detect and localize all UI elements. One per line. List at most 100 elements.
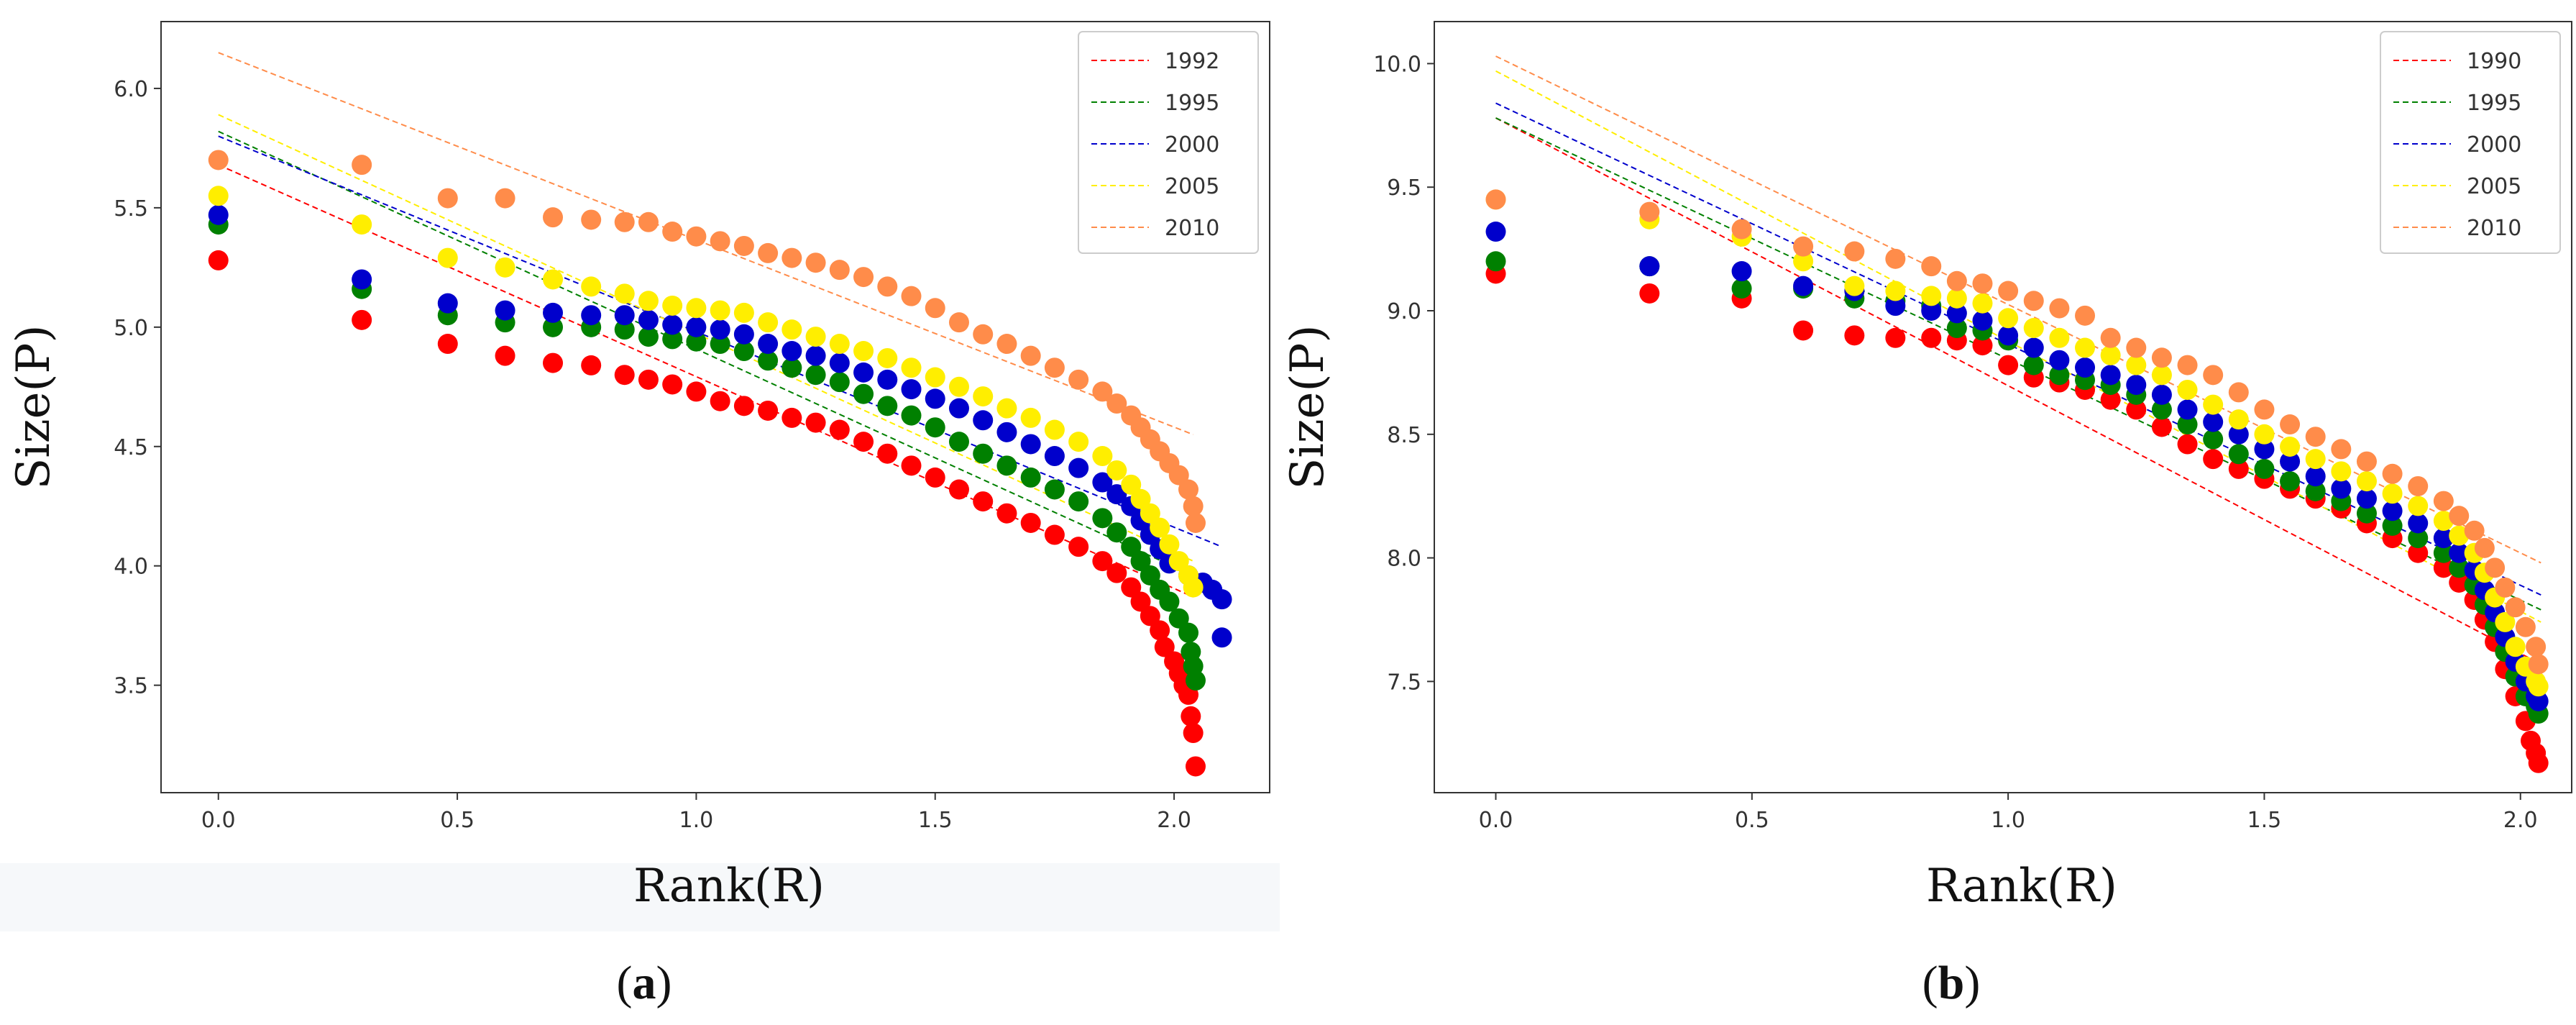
point-2000 (614, 305, 635, 326)
point-2000 (2049, 350, 2070, 370)
point-2005 (2356, 471, 2377, 492)
point-1995 (973, 443, 994, 464)
point-1995 (2151, 399, 2172, 420)
y-tick-label: 5.0 (114, 316, 148, 341)
point-2010 (543, 207, 564, 228)
y-tick-label: 10.0 (1373, 52, 1421, 77)
point-2010 (2331, 439, 2352, 460)
point-2005 (1844, 275, 1865, 296)
legend-label: 1995 (2467, 91, 2521, 116)
panel-letter: a (633, 957, 656, 1009)
point-1995 (2356, 503, 2377, 524)
y-tick-label: 8.5 (1387, 423, 1421, 448)
point-1992 (686, 381, 707, 402)
point-2010 (2177, 355, 2198, 375)
point-1990 (1998, 355, 2019, 375)
point-1995 (614, 319, 635, 340)
point-1995 (2305, 480, 2326, 501)
point-2005 (1998, 308, 2019, 329)
point-2005 (710, 300, 730, 321)
fit-line-1995 (1495, 117, 2541, 611)
point-2000 (805, 345, 826, 366)
legend-label: 1990 (2467, 49, 2521, 74)
point-2005 (1972, 293, 1993, 314)
point-2000 (2151, 384, 2172, 405)
point-2000 (1731, 261, 1752, 282)
point-1990 (2151, 416, 2172, 437)
point-2005 (853, 341, 874, 362)
point-2005 (1140, 503, 1160, 524)
y-tick-label: 3.5 (114, 674, 148, 699)
point-2005 (2228, 409, 2249, 430)
point-2010 (1885, 248, 1906, 269)
point-2010 (925, 298, 945, 319)
point-1995 (2382, 515, 2403, 536)
point-2010 (2075, 305, 2096, 326)
panel-letter: b (1938, 957, 1965, 1009)
point-1992 (853, 432, 874, 452)
point-2000 (1044, 446, 1065, 467)
point-1990 (1639, 283, 1660, 304)
point-2000 (2356, 488, 2377, 509)
point-2000 (2177, 399, 2198, 420)
point-1995 (877, 396, 898, 416)
point-1995 (662, 329, 683, 350)
x-tick-label: 0.5 (1735, 808, 1769, 833)
point-1995 (1731, 278, 1752, 299)
label-band (0, 863, 1280, 931)
point-2005 (2382, 483, 2403, 504)
point-1992 (1068, 537, 1089, 557)
point-2010 (2495, 577, 2516, 598)
point-2000 (877, 369, 898, 390)
y-tick-label: 4.0 (114, 555, 148, 580)
point-2010 (208, 150, 229, 170)
point-2000 (2023, 337, 2044, 358)
point-2005 (614, 283, 635, 304)
point-1992 (614, 365, 635, 386)
point-2010 (2356, 451, 2377, 472)
point-2005 (2495, 611, 2516, 632)
point-1992 (710, 391, 730, 411)
point-1995 (758, 350, 779, 371)
point-1992 (638, 369, 659, 390)
point-2000 (208, 204, 229, 225)
point-1995 (925, 417, 945, 438)
point-1995 (2254, 458, 2275, 479)
point-2010 (2305, 427, 2326, 447)
point-2005 (352, 214, 372, 235)
point-2005 (2408, 496, 2429, 516)
point-1992 (1106, 562, 1127, 583)
point-2005 (2049, 327, 2070, 348)
point-2000 (2075, 357, 2096, 378)
point-2005 (543, 269, 564, 290)
point-1990 (2228, 458, 2249, 479)
point-1990 (2203, 449, 2224, 470)
point-2005 (781, 319, 802, 340)
y-tick-label: 9.0 (1387, 299, 1421, 324)
point-1995 (1946, 318, 1967, 339)
point-1992 (1092, 551, 1113, 572)
point-1995 (1121, 537, 1142, 557)
point-2000 (1106, 484, 1127, 505)
point-1995 (1159, 591, 1180, 612)
point-2000 (2254, 439, 2275, 460)
point-2010 (829, 260, 850, 281)
legend-label: 2000 (1165, 132, 1219, 158)
point-2000 (853, 362, 874, 383)
point-2005 (2505, 637, 2526, 657)
point-2010 (710, 231, 730, 252)
point-2005 (2254, 424, 2275, 445)
x-axis-label: Rank(R) (633, 860, 825, 913)
point-2000 (781, 341, 802, 362)
point-2010 (877, 276, 898, 297)
point-2010 (2126, 337, 2147, 358)
point-2005 (2305, 449, 2326, 470)
point-2005 (2126, 355, 2147, 375)
point-1992 (948, 479, 969, 500)
y-tick-label: 4.5 (114, 435, 148, 460)
point-2010 (2023, 291, 2044, 311)
point-2005 (2280, 436, 2301, 457)
point-2005 (877, 347, 898, 368)
point-2005 (1150, 517, 1170, 538)
point-1995 (829, 372, 850, 393)
